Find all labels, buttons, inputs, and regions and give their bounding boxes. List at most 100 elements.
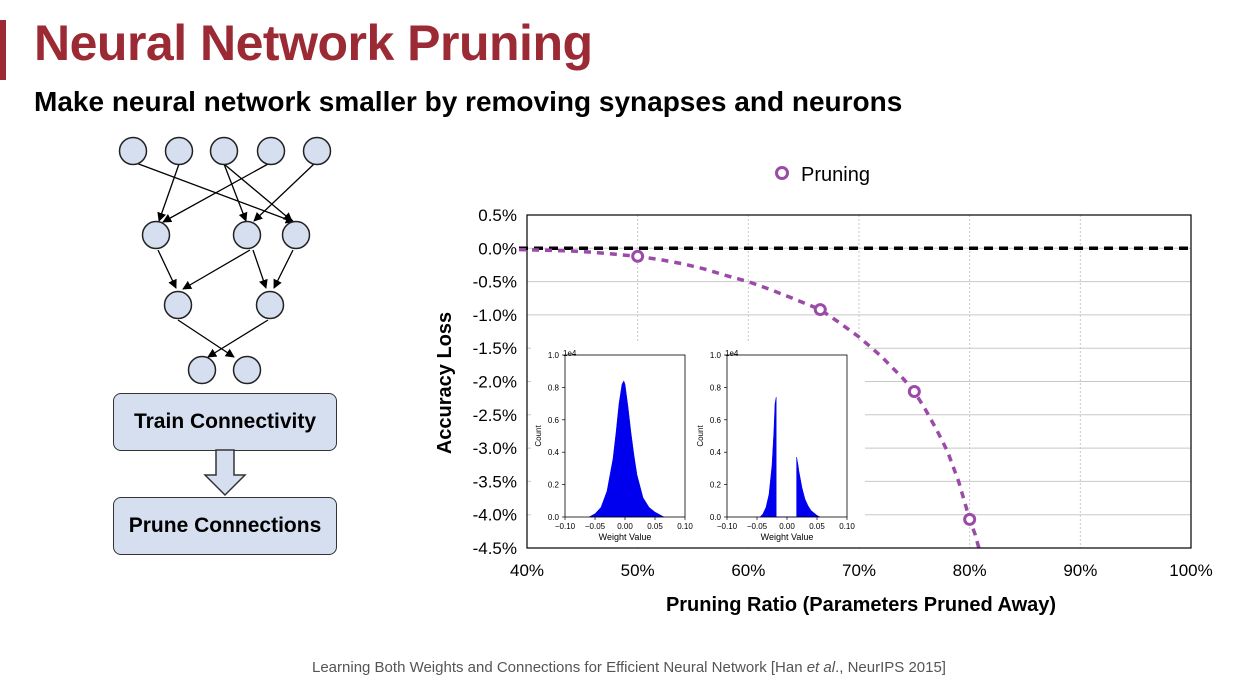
synapse-edge	[223, 163, 248, 222]
neuron	[256, 136, 286, 166]
citation-footer: Learning Both Weights and Connections fo…	[0, 659, 1258, 676]
y-tick-label: -3.0%	[473, 439, 517, 458]
inset-x-tick-label: −0.10	[555, 522, 576, 531]
inset-y-tick-label: 0.2	[548, 481, 560, 490]
y-tick-label: -4.0%	[473, 506, 517, 525]
inset-exponent-label: 1e4	[563, 349, 577, 358]
weight-histogram-after-pruning: −0.10 −0.05 0.00 0.05 0.10 0.0 0.2 0.4 0.6 0.8 1.0…	[693, 343, 865, 547]
train-connectivity-box: Train Connectivity	[113, 393, 337, 451]
plot-frame	[526, 214, 1192, 549]
synapse-edge	[182, 249, 251, 290]
inset-exponent-label: 1e4	[725, 349, 739, 358]
y-tick-label: 0.5%	[478, 206, 517, 225]
slide-subtitle: Make neural network smaller by removing …	[34, 86, 903, 117]
inset-y-tick-label: 1.0	[548, 351, 560, 360]
neuron	[209, 136, 239, 166]
y-tick-label: -2.5%	[473, 406, 517, 425]
histogram-area	[759, 397, 821, 518]
x-tick-label: 60%	[731, 561, 765, 580]
synapse-edge	[157, 249, 177, 289]
neuron	[232, 220, 262, 250]
inset-y-tick-label: 0.4	[710, 448, 722, 457]
inset-x-tick-label: 0.05	[809, 522, 825, 531]
prune-connections-box: Prune Connections	[113, 497, 337, 555]
x-tick-label: 80%	[953, 561, 987, 580]
plot-area	[519, 246, 1191, 548]
neuron	[302, 136, 332, 166]
neuron	[141, 220, 171, 250]
inset-x-tick-label: −0.10	[717, 522, 738, 531]
neuron	[164, 136, 194, 166]
weight-histogram-before-pruning: −0.10 −0.05 0.00 0.05 0.10 0.0 0.2 0.4 0.6 0.8 1.0…	[531, 343, 703, 547]
inset-y-tick-label: 0.4	[548, 448, 560, 457]
pruning-data-point	[963, 512, 977, 526]
inset-x-tick-label: −0.05	[585, 522, 606, 531]
neuron	[281, 220, 311, 250]
pruning-data-point	[813, 303, 827, 317]
x-tick-label: 40%	[510, 561, 544, 580]
inset-y-tick-label: 0.0	[710, 513, 722, 522]
synapse-edge	[177, 319, 235, 358]
y-tick-label: -1.5%	[473, 339, 517, 358]
synapse-edge	[252, 249, 268, 289]
x-axis-label: Pruning Ratio (Parameters Pruned Away)	[666, 594, 1056, 616]
inset-x-tick-label: 0.10	[839, 522, 855, 531]
inset-x-tick-label: 0.10	[677, 522, 693, 531]
neuron	[118, 136, 148, 166]
neural-network-diagram-icon	[118, 136, 332, 385]
synapse-edge	[207, 319, 269, 358]
x-tick-label: 90%	[1063, 561, 1097, 580]
chart-legend: Pruning	[775, 164, 870, 186]
y-tick-label: 0.0%	[478, 239, 517, 258]
y-tick-label: -0.5%	[473, 273, 517, 292]
network-neurons	[118, 136, 332, 385]
inset-y-tick-label: 0.6	[710, 416, 722, 425]
histogram-area	[588, 380, 665, 518]
inset-x-tick-label: 0.00	[779, 522, 795, 531]
synapse-edge	[253, 163, 315, 222]
neuron	[163, 290, 193, 320]
x-tick-label: 70%	[842, 561, 876, 580]
neuron	[232, 355, 262, 385]
y-tick-label: -2.0%	[473, 373, 517, 392]
inset-x-tick-label: 0.05	[647, 522, 663, 531]
synapse-edge	[162, 163, 269, 223]
pruning-data-point	[631, 249, 645, 263]
inset-y-tick-label: 0.0	[548, 513, 560, 522]
pruning-data-point	[907, 384, 921, 398]
y-axis-label: Accuracy Loss	[434, 312, 456, 454]
synapse-edge	[223, 163, 293, 222]
inset-background	[693, 343, 865, 547]
network-edges	[135, 162, 315, 358]
legend-label: Pruning	[801, 164, 870, 186]
neuron	[255, 290, 285, 320]
inset-y-tick-label: 0.6	[548, 416, 560, 425]
synapse-edge	[135, 162, 295, 224]
inset-y-tick-label: 0.8	[548, 383, 560, 392]
legend-marker	[775, 166, 789, 180]
inset-y-tick-label: 1.0	[710, 351, 722, 360]
slide-title: Neural Network Pruning	[34, 15, 593, 71]
inset-y-tick-label: 0.8	[710, 383, 722, 392]
inset-y-axis-label: Count	[534, 425, 543, 447]
title-accent-bar	[0, 20, 6, 80]
inset-x-tick-label: 0.00	[617, 522, 633, 531]
citation-text: Learning Both Weights and Connections fo…	[312, 659, 807, 676]
citation-suffix: ., NeurIPS 2015]	[835, 659, 946, 676]
inset-x-tick-label: −0.05	[747, 522, 768, 531]
x-tick-label: 100%	[1169, 561, 1212, 580]
inset-y-axis-label: Count	[696, 425, 705, 447]
y-tick-label: -3.5%	[473, 472, 517, 491]
synapse-edge	[273, 249, 294, 289]
accuracy-loss-chart: −0.10 −0.05 0.00 0.05 0.10 0.0 0.2 0.4 0.6 0.8 1.0…	[434, 164, 1213, 616]
y-tick-label: -4.5%	[473, 539, 517, 558]
x-tick-label: 50%	[621, 561, 655, 580]
synapse-edge	[157, 163, 180, 222]
inset-y-tick-label: 0.2	[710, 481, 722, 490]
pruning-series-line	[519, 247, 981, 548]
citation-italic: et al	[806, 659, 836, 676]
inset-x-axis-label: Weight Value	[599, 532, 652, 542]
y-tick-label: -1.0%	[473, 306, 517, 325]
down-arrow-icon	[203, 449, 247, 497]
neuron	[187, 355, 217, 385]
